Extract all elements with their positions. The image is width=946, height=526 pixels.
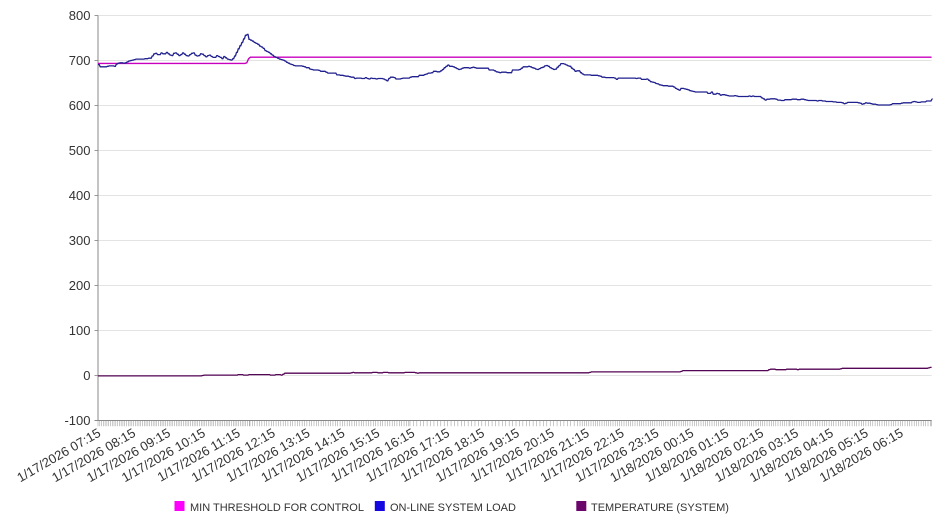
svg-text:0: 0 [83, 368, 90, 383]
svg-text:ON-LINE SYSTEM LOAD: ON-LINE SYSTEM LOAD [390, 502, 516, 514]
svg-text:-100: -100 [64, 413, 90, 428]
svg-text:200: 200 [69, 278, 91, 293]
svg-text:MIN THRESHOLD FOR CONTROL: MIN THRESHOLD FOR CONTROL [190, 502, 364, 514]
svg-text:600: 600 [69, 98, 91, 113]
svg-text:300: 300 [69, 233, 91, 248]
svg-text:500: 500 [69, 143, 91, 158]
svg-text:100: 100 [69, 323, 91, 338]
svg-text:TEMPERATURE (SYSTEM): TEMPERATURE (SYSTEM) [591, 502, 729, 514]
svg-text:700: 700 [69, 53, 91, 68]
svg-text:800: 800 [69, 8, 91, 23]
svg-text:400: 400 [69, 188, 91, 203]
